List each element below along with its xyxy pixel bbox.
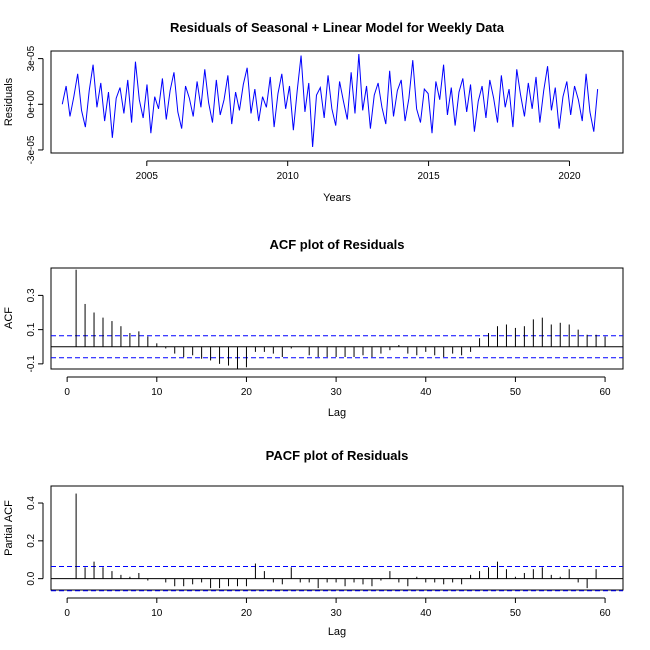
x-tick-label: 10 [151, 387, 163, 398]
pacf-title: PACF plot of Residuals [266, 448, 409, 463]
x-tick-label: 50 [510, 387, 522, 398]
x-tick-label: 40 [420, 608, 432, 619]
residuals-panel: Residuals of Seasonal + Linear Model for… [3, 20, 624, 204]
pacf-y-axis-label: Partial ACF [3, 500, 15, 556]
y-tick-label: 0.2 [26, 533, 37, 547]
plot-frame [50, 485, 624, 591]
x-tick-label: 30 [331, 608, 343, 619]
x-tick-label: 0 [64, 387, 70, 398]
residuals-y-axis-label: Residuals [3, 77, 15, 126]
residuals-series-line [61, 54, 599, 147]
x-tick-label: 10 [151, 608, 163, 619]
y-tick-label: 0e+00 [26, 90, 37, 119]
x-tick-label: 60 [600, 387, 612, 398]
x-tick-label: 0 [64, 608, 70, 619]
x-tick-label: 2005 [136, 171, 159, 182]
x-tick-label: 60 [600, 608, 612, 619]
pacf-panel: PACF plot of Residuals Lag Partial ACF 0… [3, 448, 624, 638]
residuals-x-axis-label: Years [323, 192, 351, 204]
plot-frame [50, 267, 624, 370]
x-tick-label: 30 [331, 387, 343, 398]
x-tick-label: 40 [420, 387, 432, 398]
y-tick-label: -0.1 [26, 355, 37, 373]
x-tick-label: 2010 [277, 171, 300, 182]
acf-plot-area: 0 10 20 30 40 50 60 -0.1 0.1 0.3 [26, 267, 624, 398]
x-tick-label: 20 [241, 387, 253, 398]
acf-title: ACF plot of Residuals [269, 237, 404, 252]
x-tick-label: 20 [241, 608, 253, 619]
pacf-x-axis-label: Lag [328, 626, 346, 638]
y-tick-label: -3e-05 [26, 135, 37, 164]
x-tick-label: 50 [510, 608, 522, 619]
acf-panel: ACF plot of Residuals Lag ACF 0 10 20 30 40 5… [3, 237, 624, 419]
y-tick-label: 0.3 [26, 288, 37, 302]
y-tick-label: 0.0 [26, 571, 37, 585]
acf-x-axis-label: Lag [328, 407, 346, 419]
residuals-plot-area: 2005 2010 2015 2020 -3e-05 0e+00 3e-05 [26, 45, 624, 182]
x-tick-label: 2015 [417, 171, 440, 182]
y-tick-label: 0.4 [26, 496, 37, 510]
y-tick-label: 0.1 [26, 322, 37, 336]
y-tick-label: 3e-05 [26, 45, 37, 71]
residuals-title: Residuals of Seasonal + Linear Model for… [170, 20, 505, 35]
x-tick-label: 2020 [558, 171, 581, 182]
pacf-plot-area: 0 10 20 30 40 50 60 0.0 0.2 0.4 [26, 485, 624, 619]
plot-frame [50, 50, 624, 154]
acf-y-axis-label: ACF [3, 307, 15, 329]
